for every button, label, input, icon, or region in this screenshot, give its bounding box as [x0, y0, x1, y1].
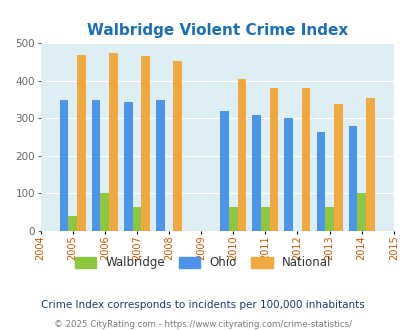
Bar [324, 207, 333, 231]
Bar [269, 88, 278, 231]
Bar [124, 102, 132, 231]
Bar [316, 132, 324, 231]
Bar [333, 104, 342, 231]
Bar [77, 55, 85, 231]
Bar [356, 193, 365, 231]
Legend: Walbridge, Ohio, National: Walbridge, Ohio, National [71, 253, 334, 273]
Bar [109, 53, 117, 231]
Bar [220, 111, 228, 231]
Bar [68, 216, 77, 231]
Bar [132, 207, 141, 231]
Bar [156, 100, 164, 231]
Bar [60, 100, 68, 231]
Bar [100, 193, 109, 231]
Bar [284, 118, 292, 231]
Bar [237, 79, 246, 231]
Bar [260, 207, 269, 231]
Text: Crime Index corresponds to incidents per 100,000 inhabitants: Crime Index corresponds to incidents per… [41, 300, 364, 310]
Bar [173, 61, 181, 231]
Bar [92, 100, 100, 231]
Title: Walbridge Violent Crime Index: Walbridge Violent Crime Index [86, 22, 347, 38]
Text: © 2025 CityRating.com - https://www.cityrating.com/crime-statistics/: © 2025 CityRating.com - https://www.city… [54, 319, 351, 329]
Bar [301, 88, 310, 231]
Bar [141, 56, 149, 231]
Bar [228, 207, 237, 231]
Bar [365, 98, 374, 231]
Bar [348, 126, 356, 231]
Bar [252, 115, 260, 231]
